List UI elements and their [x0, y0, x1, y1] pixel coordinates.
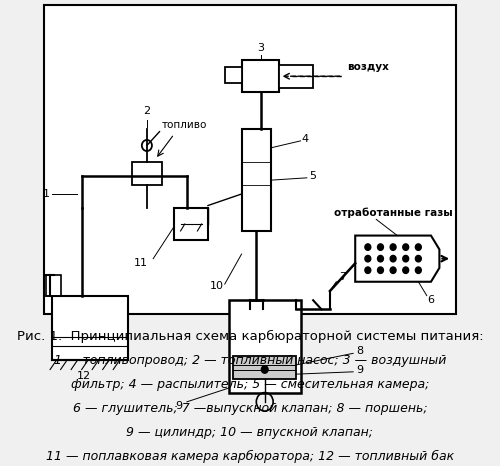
Text: 9 — цилиндр; 10 — впускной клапан;: 9 — цилиндр; 10 — впускной клапан; — [126, 426, 374, 439]
Circle shape — [403, 267, 408, 274]
Text: 8: 8 — [356, 346, 363, 356]
Circle shape — [390, 255, 396, 262]
Text: 3: 3 — [257, 43, 264, 54]
Text: 9: 9 — [356, 364, 363, 375]
Circle shape — [262, 366, 268, 373]
Text: отработанные газы: отработанные газы — [334, 207, 453, 218]
Bar — [233, 356, 296, 379]
Bar — [280, 65, 313, 88]
Text: 2: 2 — [144, 106, 150, 116]
Circle shape — [403, 255, 408, 262]
Circle shape — [365, 255, 371, 262]
Bar — [224, 67, 242, 83]
Text: топливо: топливо — [162, 120, 207, 130]
Text: 6: 6 — [428, 295, 434, 305]
Text: 5: 5 — [310, 171, 316, 180]
Text: 10: 10 — [210, 281, 224, 291]
Bar — [229, 300, 300, 393]
Circle shape — [416, 244, 422, 250]
Circle shape — [416, 255, 422, 262]
Text: 7: 7 — [339, 272, 346, 282]
Circle shape — [378, 255, 384, 262]
Circle shape — [390, 267, 396, 274]
Text: 4: 4 — [301, 134, 308, 144]
Text: 9: 9 — [175, 402, 182, 411]
Bar — [46, 275, 60, 295]
Circle shape — [416, 267, 422, 274]
Circle shape — [365, 267, 371, 274]
Text: 12: 12 — [76, 371, 91, 382]
Polygon shape — [355, 236, 440, 282]
Bar — [242, 60, 280, 92]
Text: 1 — топливопровод; 2 — топливный насос; 3 — воздушный: 1 — топливопровод; 2 — топливный насос; … — [54, 354, 446, 367]
Text: воздух: воздух — [347, 62, 389, 72]
Bar — [52, 295, 128, 360]
Circle shape — [365, 244, 371, 250]
Circle shape — [378, 244, 384, 250]
Bar — [174, 208, 208, 240]
Text: фильтр; 4 — распылитель; 5 — смесительная камера;: фильтр; 4 — распылитель; 5 — смесительна… — [71, 378, 429, 391]
Text: 11: 11 — [134, 258, 147, 268]
Text: Рис. 1.  Принципиальная схема карбюраторной системы питания:: Рис. 1. Принципиальная схема карбюраторн… — [16, 330, 483, 343]
Text: 6 — глушитель; 7 —выпускной клапан; 8 — поршень;: 6 — глушитель; 7 —выпускной клапан; 8 — … — [72, 402, 428, 415]
Bar — [132, 162, 162, 185]
Bar — [242, 130, 271, 231]
Bar — [44, 5, 456, 314]
Text: 11 — поплавковая камера карбюратора; 12 — топливный бак: 11 — поплавковая камера карбюратора; 12 … — [46, 450, 454, 463]
Text: 1: 1 — [42, 189, 50, 199]
Circle shape — [390, 244, 396, 250]
Circle shape — [403, 244, 408, 250]
Circle shape — [378, 267, 384, 274]
